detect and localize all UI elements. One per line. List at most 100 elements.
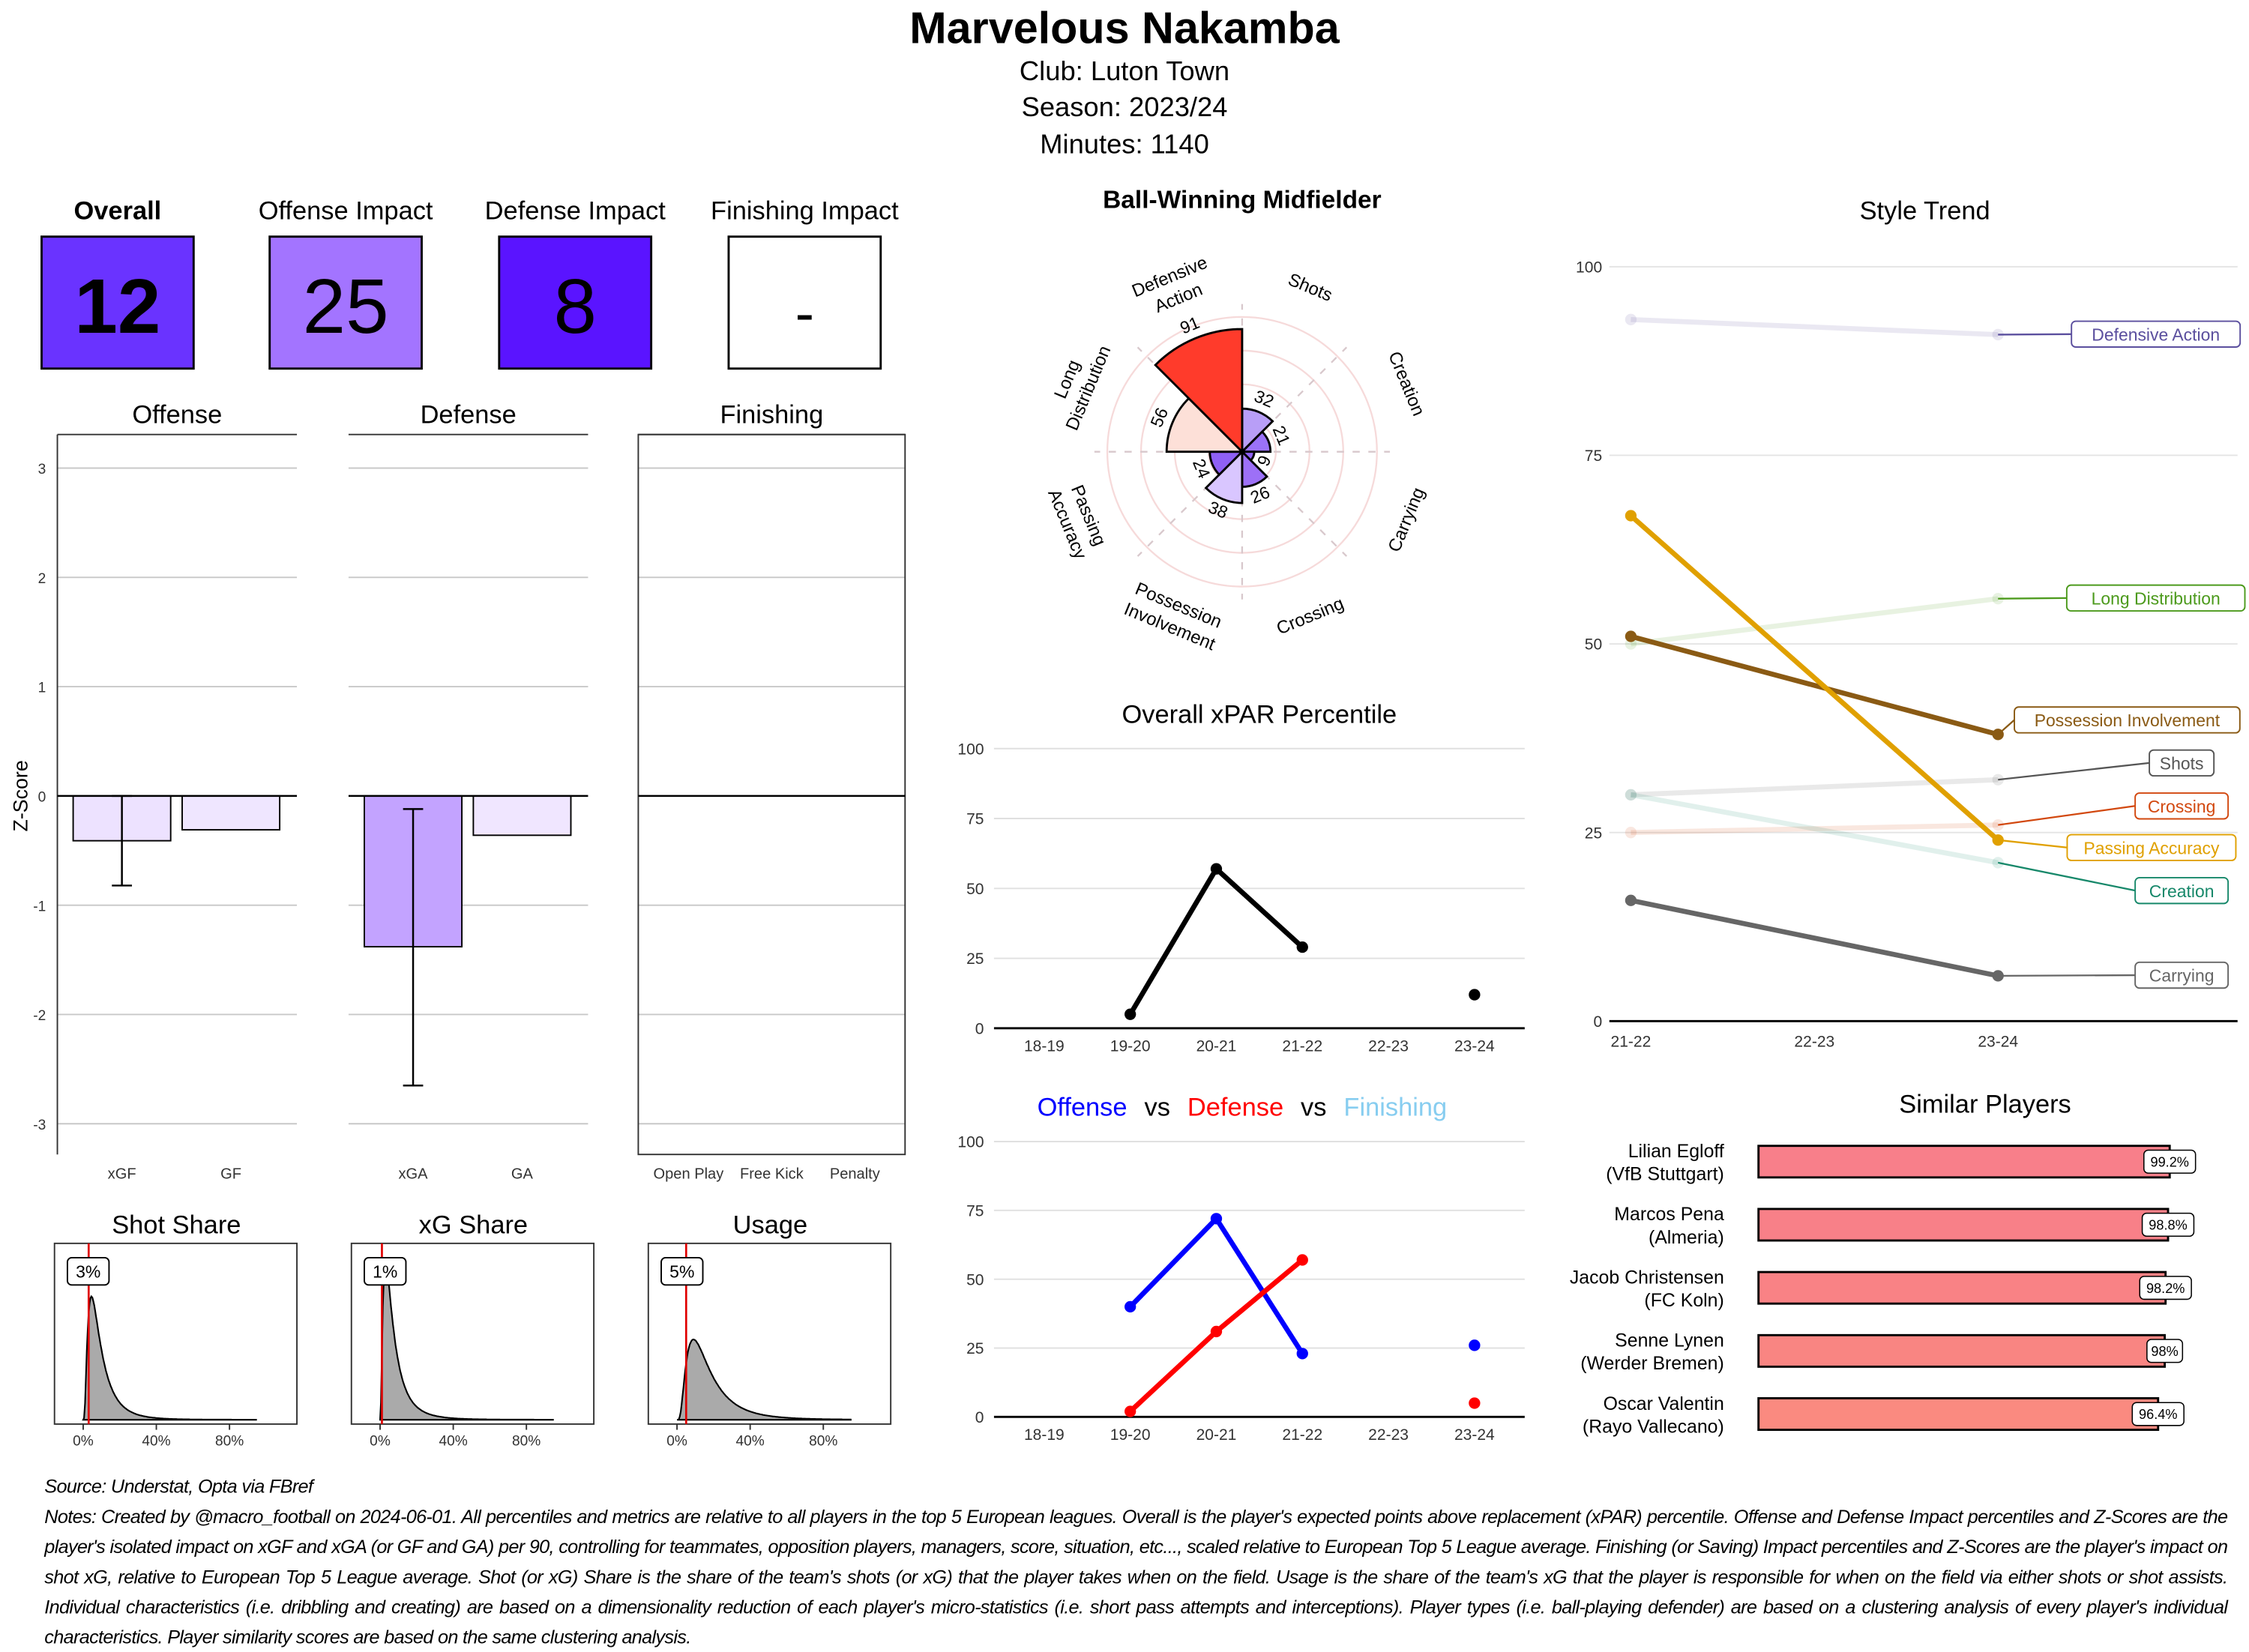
trend-line <box>1631 822 1999 836</box>
y-tick-label: 0 <box>975 1409 984 1426</box>
data-point <box>1296 941 1308 953</box>
series-label-box <box>2134 792 2230 820</box>
series-label-box <box>2134 876 2230 905</box>
y-tick-label: -1 <box>33 899 46 914</box>
y-axis-label: Z-Score <box>9 760 31 831</box>
xpar-percentile-chart: Overall xPAR Percentile 0 25 50 75 100 18-19 19… <box>957 700 1525 1055</box>
x-tick-label: 18-19 <box>1024 1426 1065 1444</box>
zscore-chart: Z-Score 3 2 1 0 -1 -2 -3 Offense xGF GF Defense xGA G… <box>9 400 906 1183</box>
y-tick-label: 25 <box>1585 825 1602 842</box>
polar-value-label: 21 <box>1269 423 1295 448</box>
methodology-notes: Notes: Created by @macro_football on 202… <box>44 1505 2228 1648</box>
data-point <box>1625 894 1637 906</box>
polar-bar <box>1154 328 1244 455</box>
x-tick-label: 80% <box>809 1434 837 1450</box>
y-tick-label: 25 <box>966 950 984 968</box>
series-line-overall <box>1127 864 1304 1016</box>
y-tick-label: 100 <box>1576 259 1602 277</box>
player-team: (Werder Bremen) <box>1580 1353 1724 1374</box>
similarity-bar <box>1757 1145 2171 1179</box>
tile-value: - <box>795 282 814 346</box>
polar-category-label: Crossing <box>1274 593 1346 639</box>
data-point <box>1992 834 2004 846</box>
value-label-box <box>364 1257 407 1286</box>
panel-title: Defense <box>421 400 517 429</box>
share-title: Usage <box>733 1211 808 1239</box>
chart-title: Similar Players <box>1899 1091 2071 1119</box>
player-name: Marcos Pena <box>1614 1204 1724 1225</box>
data-point <box>1625 789 1637 801</box>
x-tick-label: 21-22 <box>1282 1426 1322 1444</box>
player-name: Senne Lynen <box>1615 1330 1724 1351</box>
x-tick-label: 19-20 <box>1110 1037 1151 1055</box>
polar-bar <box>1239 429 1272 453</box>
share-panel-0: Shot Share 3% 0% 40% 80% <box>53 1211 298 1450</box>
series-label-box <box>2134 961 2230 989</box>
y-tick-label: 100 <box>957 1134 984 1151</box>
label-leader <box>1997 719 2015 735</box>
polar-category-text: Creation <box>1384 349 1429 419</box>
value-label: 1% <box>373 1262 397 1282</box>
x-tick-label: 23-24 <box>1454 1426 1495 1444</box>
value-label-box <box>660 1257 704 1286</box>
footer: Source: Understat, Opta via FBref Notes:… <box>44 1471 2228 1652</box>
series-label: Carrying <box>2149 966 2215 986</box>
series-label: Passing Accuracy <box>2083 838 2220 857</box>
data-point <box>1124 1008 1136 1020</box>
tile-label: Offense Impact <box>259 197 433 226</box>
value-label-box <box>66 1257 110 1286</box>
series-label-box <box>2149 749 2215 777</box>
season-line: Season: 2023/24 <box>1022 91 1228 122</box>
x-tick-label: 23-24 <box>1978 1034 2018 1051</box>
data-point <box>1210 863 1223 875</box>
club-line: Club: Luton Town <box>1020 55 1229 86</box>
grid-circle <box>1106 316 1378 588</box>
label-leader <box>1998 805 2136 826</box>
x-tick-label: 19-20 <box>1110 1426 1151 1444</box>
y-tick-label: 50 <box>1585 636 1602 654</box>
x-tick-label: Free Kick <box>740 1166 804 1183</box>
tile-box <box>727 235 882 370</box>
title-part: Finishing <box>1343 1094 1447 1122</box>
trend-line <box>1630 792 1999 866</box>
y-tick-label: 75 <box>1585 447 1602 465</box>
label-leader <box>1998 597 2067 600</box>
x-tick-label: Open Play <box>654 1166 724 1183</box>
x-tick-label: 22-23 <box>1368 1426 1409 1444</box>
y-tick-label: 50 <box>966 1271 984 1288</box>
similarity-label-box <box>2143 1149 2197 1174</box>
x-tick-label: 80% <box>512 1434 541 1450</box>
chart-title: Overall xPAR Percentile <box>1122 700 1397 729</box>
tile-label: Overall <box>74 197 162 226</box>
similarity-label: 96.4% <box>2139 1407 2177 1422</box>
player-name: Lilian Egloff <box>1628 1141 1724 1162</box>
chart-title: Ball-Winning Midfielder <box>1103 186 1382 214</box>
player-team: (FC Koln) <box>1644 1290 1723 1311</box>
y-tick-label: 25 <box>966 1340 984 1357</box>
trend-line <box>1631 777 1999 798</box>
title-part: vs <box>1301 1094 1326 1122</box>
role-polar-chart: Ball-Winning Midfielder 32 Shots 21 Creation… <box>1044 186 1429 654</box>
x-tick-label: xGF <box>108 1166 136 1183</box>
y-tick-label: 0 <box>975 1020 984 1037</box>
chart-title: Offense vs Defense vs Finishing <box>1038 1094 1448 1122</box>
y-tick-label: 0 <box>38 790 46 806</box>
trend-line <box>1631 316 1999 337</box>
polar-bar <box>1204 449 1244 504</box>
label-leader <box>1998 333 2072 336</box>
series-label: Defensive Action <box>2092 325 2220 344</box>
label-leader <box>1998 839 2068 848</box>
similarity-label: 99.2% <box>2150 1154 2188 1169</box>
x-tick-label: 40% <box>439 1434 467 1450</box>
x-tick-label: 22-23 <box>1368 1037 1409 1055</box>
series-label: Creation <box>2149 881 2215 901</box>
series-label: Possession Involvement <box>2035 711 2221 730</box>
data-point <box>1210 1325 1223 1338</box>
zscore-panel-finishing: Finishing Open Play Free Kick Penalty <box>637 400 906 1183</box>
y-tick-label: 75 <box>966 811 984 828</box>
series-label: Crossing <box>2148 797 2216 816</box>
x-tick-label: 20-21 <box>1196 1426 1237 1444</box>
zscore-panel-defense: Defense xGA GA <box>348 400 588 1183</box>
